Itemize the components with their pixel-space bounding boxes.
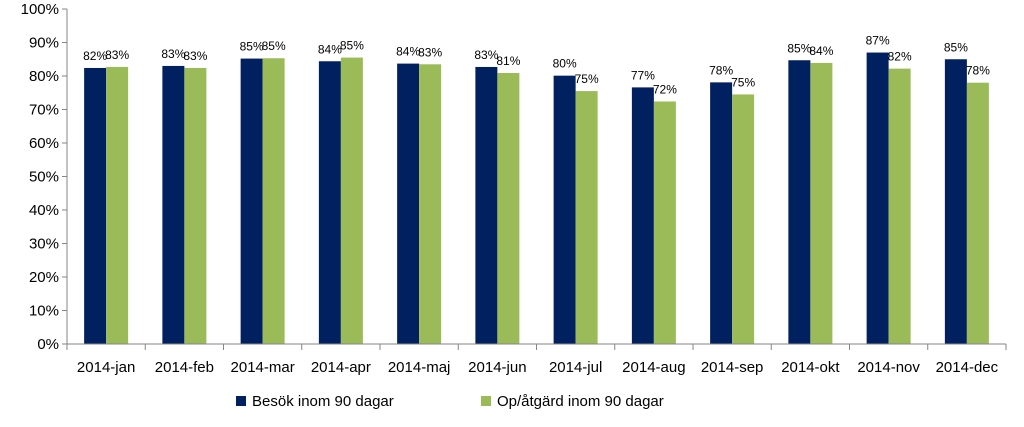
x-tick-label: 2014-apr — [311, 359, 371, 376]
y-tick-label: 100% — [21, 1, 59, 18]
y-tick-label: 40% — [29, 202, 59, 219]
y-tick-label: 50% — [29, 169, 59, 186]
x-tick-label: 2014-maj — [388, 359, 451, 376]
bar — [710, 82, 733, 345]
data-label: 75% — [731, 75, 755, 89]
bar — [888, 68, 911, 344]
bar — [497, 72, 520, 345]
y-tick-label: 30% — [29, 236, 59, 253]
data-label: 78% — [966, 64, 990, 78]
data-label: 83% — [183, 49, 207, 63]
data-label: 72% — [653, 82, 677, 96]
legend-swatch — [481, 396, 491, 406]
bar — [184, 67, 207, 345]
data-label: 87% — [866, 34, 890, 48]
data-label: 82% — [83, 49, 107, 63]
bar — [966, 82, 989, 344]
x-tick-label: 2014-mar — [231, 359, 295, 376]
data-label: 83% — [105, 48, 129, 62]
y-tick-label: 80% — [29, 68, 59, 85]
data-label: 77% — [631, 68, 655, 82]
bar — [397, 63, 420, 344]
x-tick-label: 2014-jun — [468, 359, 526, 376]
y-tick-label: 90% — [29, 35, 59, 52]
data-label: 83% — [161, 47, 185, 61]
y-tick-label: 70% — [29, 102, 59, 119]
bar — [944, 59, 967, 344]
x-tick-label: 2014-dec — [936, 359, 999, 376]
bar — [318, 61, 341, 344]
y-tick-label: 60% — [29, 135, 59, 152]
bar — [788, 60, 811, 344]
data-label: 84% — [809, 44, 833, 58]
bar — [419, 64, 442, 345]
bar — [262, 58, 285, 345]
data-label: 75% — [575, 72, 599, 86]
legend-label: Besök inom 90 dagar — [252, 393, 394, 410]
data-label: 83% — [418, 45, 442, 59]
legend-label: Op/åtgärd inom 90 dagar — [497, 393, 664, 410]
data-label: 85% — [240, 40, 264, 54]
bar — [575, 91, 598, 344]
x-tick-label: 2014-nov — [857, 359, 920, 376]
x-tick-label: 2014-okt — [781, 359, 840, 376]
y-axis: 0% 10% 20% 30% 40% 50% 60% 70% 80% 90% 100% — [21, 1, 68, 353]
y-tick-label: 20% — [29, 269, 59, 286]
bar — [162, 65, 185, 344]
x-tick-label: 2014-jan — [77, 359, 135, 376]
data-label: 82% — [888, 50, 912, 64]
bar — [631, 87, 654, 344]
x-axis: 2014-jan 2014-feb 2014-mar 2014-apr 2014-maj… — [66, 343, 1007, 376]
bar — [810, 62, 833, 345]
y-tick-label: 10% — [29, 303, 59, 320]
data-label: 85% — [340, 39, 364, 53]
data-label: 81% — [496, 54, 520, 68]
legend: Besök inom 90 dagar Op/åtgärd inom 90 dag… — [236, 393, 664, 410]
bar — [340, 57, 363, 344]
data-label: 78% — [709, 63, 733, 77]
x-tick-label: 2014-feb — [155, 359, 214, 376]
bar — [475, 66, 498, 344]
data-label: 85% — [787, 41, 811, 55]
bar — [553, 75, 576, 344]
bar — [732, 94, 755, 344]
bar — [866, 52, 889, 345]
y-tick-label: 0% — [37, 336, 59, 353]
data-label: 83% — [474, 48, 498, 62]
x-tick-label: 2014-jul — [549, 359, 602, 376]
bar — [240, 58, 263, 345]
data-label: 84% — [318, 42, 342, 56]
x-tick-label: 2014-aug — [622, 359, 685, 376]
bar — [106, 66, 129, 344]
data-label: 84% — [396, 45, 420, 59]
bar — [653, 101, 676, 345]
x-tick-label: 2014-sep — [701, 359, 764, 376]
bar — [84, 67, 107, 345]
data-label: 80% — [553, 57, 577, 71]
data-label: 85% — [262, 39, 286, 53]
bars — [84, 52, 989, 345]
legend-swatch — [236, 396, 246, 406]
data-labels: 82%83% 83%83%85%85% 84%85% 84%83% 83%81% 80%7… — [83, 34, 990, 97]
data-label: 85% — [944, 40, 968, 54]
